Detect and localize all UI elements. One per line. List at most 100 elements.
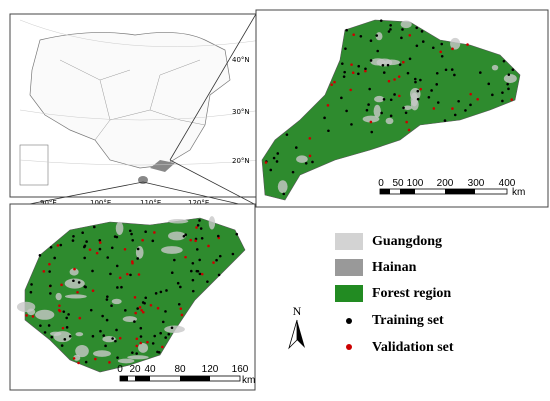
lon-label: 90°E xyxy=(40,199,57,207)
non-forest-patch xyxy=(64,294,87,299)
sample-point xyxy=(476,97,479,101)
sample-point xyxy=(200,237,204,240)
sample-point xyxy=(198,272,202,276)
china-panel: 40°N 30°N 20°N 90°E 100°E 110°E 120°E xyxy=(9,13,263,207)
sample-point xyxy=(72,234,75,238)
sample-point xyxy=(195,269,199,273)
sample-point xyxy=(62,310,66,313)
sample-point xyxy=(430,89,433,92)
sample-point xyxy=(131,239,135,242)
sample-point xyxy=(479,71,482,74)
sample-point xyxy=(108,361,111,364)
non-forest-patch xyxy=(277,180,288,194)
sample-point xyxy=(308,154,312,158)
sample-point xyxy=(231,252,235,256)
sample-point xyxy=(413,77,417,81)
scale-label: 40 xyxy=(144,364,156,375)
sample-point xyxy=(427,96,431,99)
non-forest-patch xyxy=(168,219,189,224)
sample-point xyxy=(65,326,69,329)
sample-point xyxy=(135,337,139,341)
sample-point xyxy=(151,239,155,243)
sample-point xyxy=(398,94,401,98)
non-forest-patch xyxy=(373,104,381,118)
sample-point xyxy=(344,47,347,50)
non-forest-patch xyxy=(385,117,394,125)
sample-point xyxy=(105,298,109,301)
sample-point xyxy=(308,137,312,140)
sample-point xyxy=(180,313,184,317)
sample-point xyxy=(136,307,139,310)
sample-point xyxy=(141,310,145,314)
sample-point xyxy=(195,226,198,229)
non-forest-patch xyxy=(75,344,89,358)
scale-label: 300 xyxy=(468,178,485,189)
sample-point xyxy=(184,233,188,237)
sample-point xyxy=(94,357,97,361)
sample-point xyxy=(466,43,469,46)
sample-point xyxy=(330,83,333,86)
sample-point xyxy=(191,261,195,265)
sample-point xyxy=(511,68,515,72)
sample-point xyxy=(432,46,435,50)
scale-bar xyxy=(379,188,508,195)
sample-point xyxy=(311,160,314,164)
non-forest-patch xyxy=(374,95,385,103)
legend-label: Forest region xyxy=(372,286,451,301)
sample-point xyxy=(48,270,51,273)
legend-label: Guangdong xyxy=(372,234,442,249)
sample-point xyxy=(72,279,75,283)
sample-point xyxy=(49,292,52,295)
scale-label: 50 xyxy=(392,178,404,189)
sample-point xyxy=(58,304,61,307)
sample-point xyxy=(118,336,122,340)
sample-point xyxy=(151,342,155,345)
sample-point xyxy=(451,107,454,110)
sample-point xyxy=(91,289,95,293)
sample-point xyxy=(408,57,412,61)
non-forest-patch xyxy=(122,316,138,322)
sample-point xyxy=(491,93,494,97)
sample-point xyxy=(128,229,132,233)
non-forest-patch xyxy=(400,20,412,29)
sample-point xyxy=(376,49,380,53)
sample-point xyxy=(116,356,119,359)
sample-point xyxy=(340,96,343,100)
non-forest-patch xyxy=(135,246,144,259)
sample-point xyxy=(139,341,142,345)
sample-point xyxy=(105,318,109,322)
sample-point xyxy=(196,223,200,227)
sample-point xyxy=(77,281,81,284)
sample-point xyxy=(48,262,51,266)
sample-point xyxy=(419,78,422,82)
sample-point xyxy=(276,152,280,155)
sample-point xyxy=(217,273,221,277)
sample-point xyxy=(133,320,136,323)
sample-point xyxy=(419,87,422,91)
sample-point xyxy=(469,103,472,107)
non-forest-patch xyxy=(410,98,419,111)
lon-label: 120°E xyxy=(188,199,209,207)
sample-point xyxy=(349,88,353,92)
sample-point xyxy=(440,54,444,58)
sample-point xyxy=(111,337,114,340)
sample-point xyxy=(167,332,171,336)
sample-point xyxy=(89,308,93,312)
sample-point xyxy=(143,301,146,305)
sample-point xyxy=(343,70,346,74)
sample-point xyxy=(194,239,197,243)
sample-point xyxy=(207,244,210,248)
sample-point xyxy=(115,328,118,332)
sample-point xyxy=(345,109,348,113)
sample-point xyxy=(507,73,511,76)
sample-point xyxy=(153,231,156,234)
sample-point xyxy=(123,247,127,251)
sample-point xyxy=(109,272,112,276)
sample-point xyxy=(357,64,361,68)
sample-point xyxy=(60,283,63,287)
sample-point xyxy=(350,123,353,126)
sample-point xyxy=(144,296,148,300)
sample-point xyxy=(139,335,143,338)
sample-point xyxy=(416,89,420,93)
sample-point xyxy=(98,238,102,242)
